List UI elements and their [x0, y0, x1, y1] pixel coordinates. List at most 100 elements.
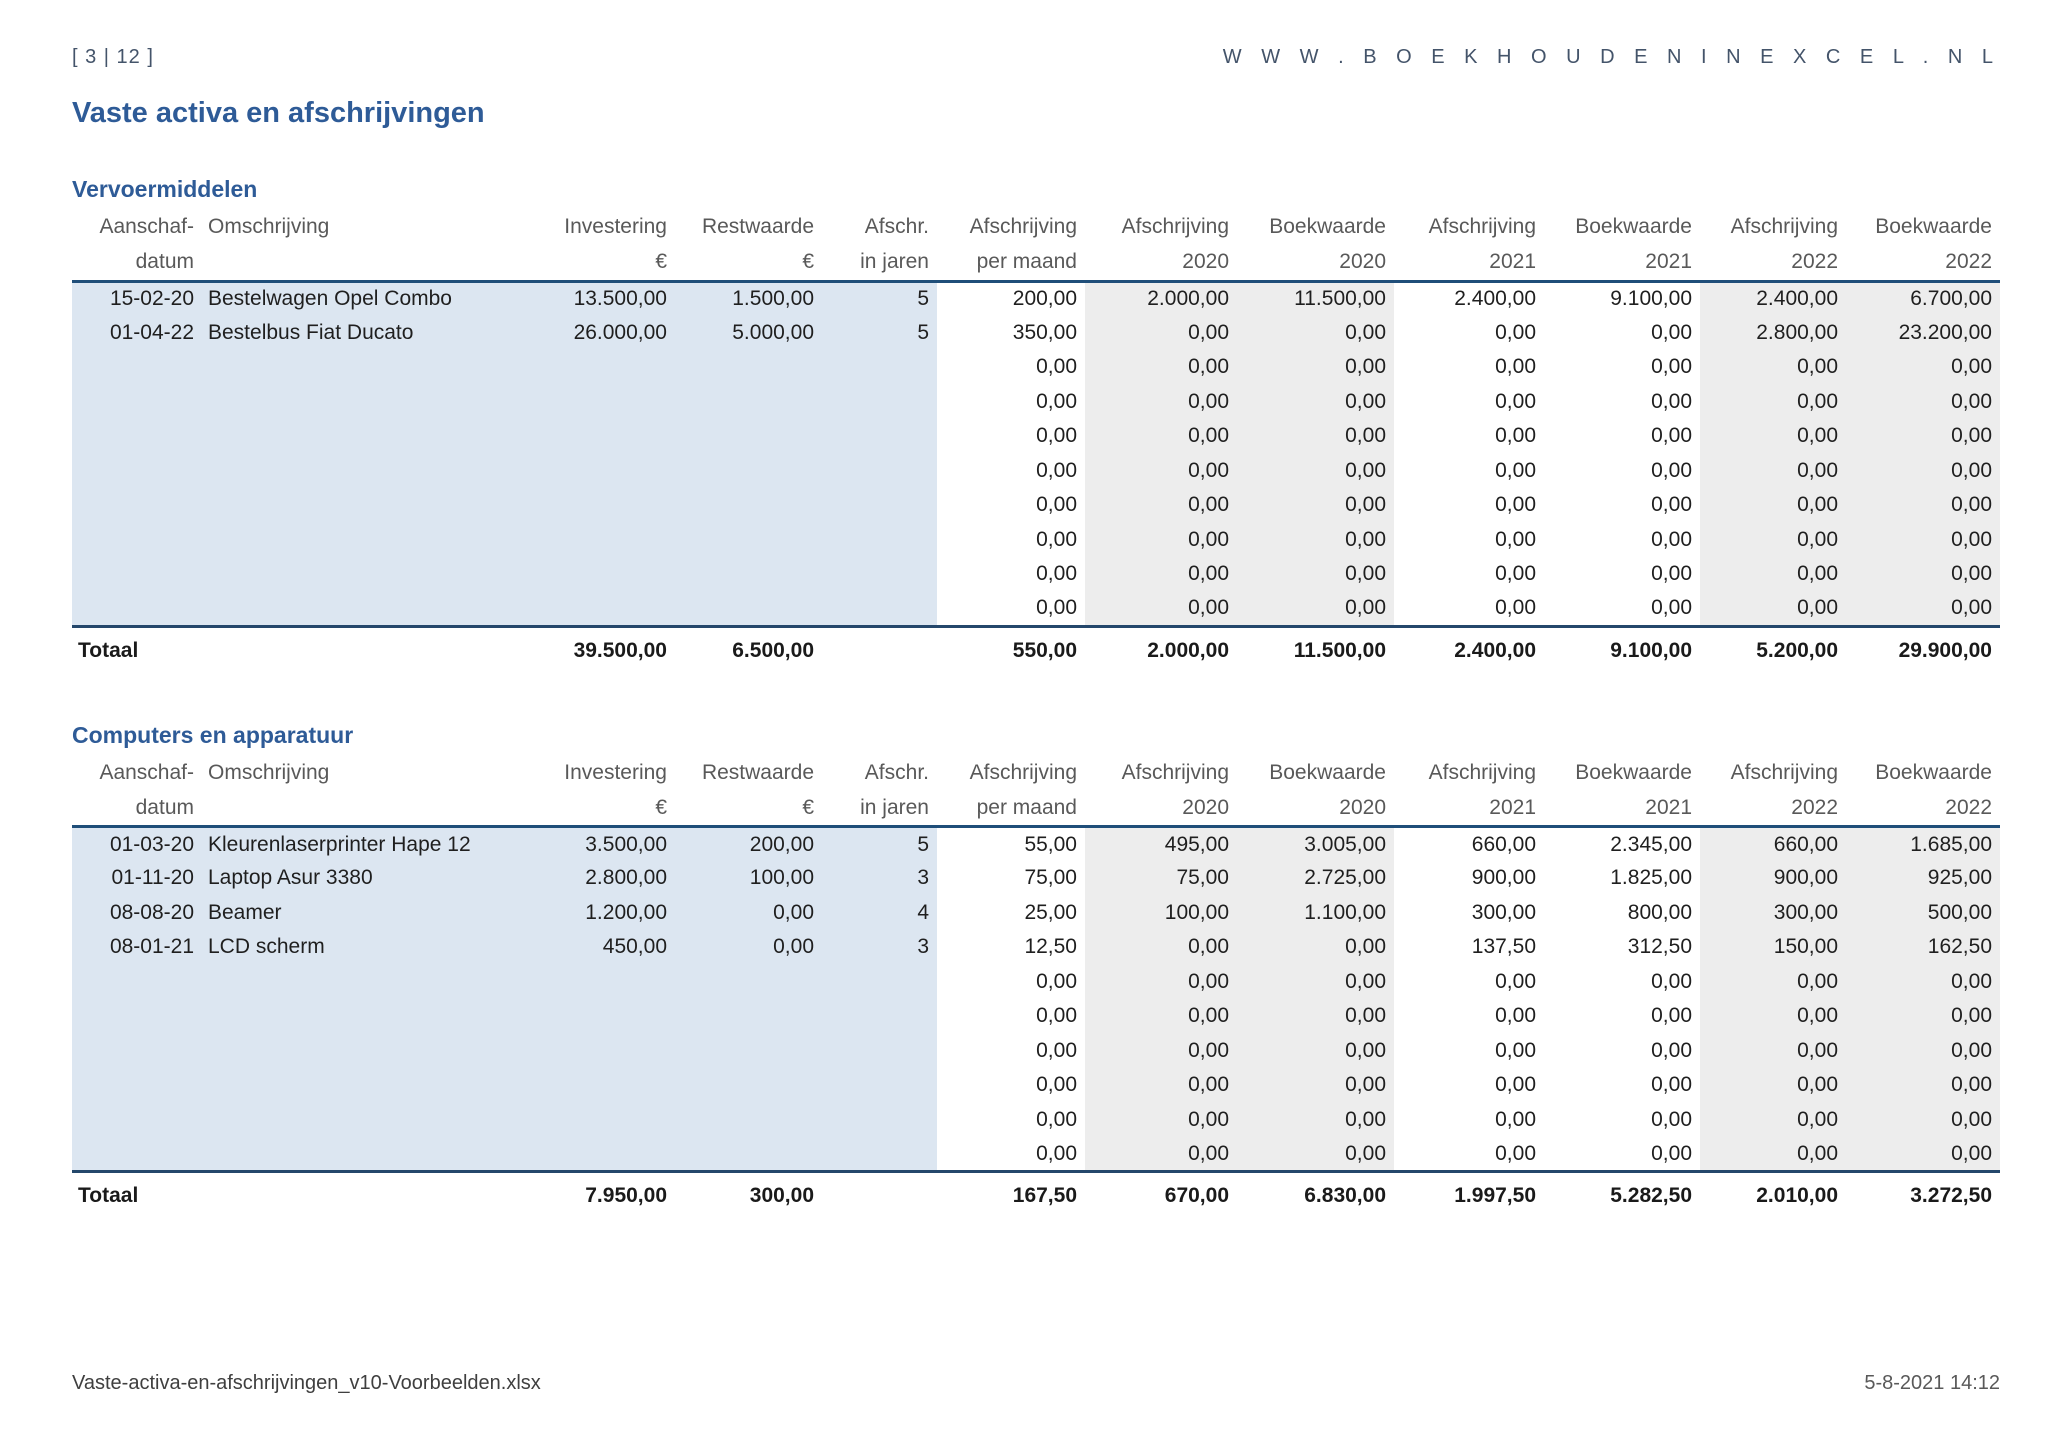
- cell: 0,00: [1700, 1033, 1846, 1068]
- cell: 01-03-20: [72, 826, 202, 861]
- cell: [675, 964, 822, 999]
- cell: 0,00: [1846, 1102, 2000, 1137]
- cell: [72, 557, 202, 592]
- cell: 0,00: [1846, 1068, 2000, 1103]
- cell: [675, 350, 822, 385]
- cell: 11.500,00: [1237, 281, 1394, 316]
- table-header: Aanschaf- Omschrijving Investering Restwaar…: [72, 755, 2000, 828]
- cell: 0,00: [1085, 350, 1237, 385]
- column-header: Afschr.: [864, 215, 929, 238]
- cell: 100,00: [1085, 895, 1237, 930]
- cell: 6.700,00: [1846, 281, 2000, 316]
- cell: 0,00: [1495, 527, 1536, 551]
- column-header: 2021: [1394, 790, 1544, 828]
- cell: 0,00: [1651, 527, 1692, 551]
- cell: 0,00: [1237, 419, 1394, 454]
- cell: 0,00: [1085, 384, 1237, 419]
- cell: 4: [822, 895, 937, 930]
- cell: 0,00: [1700, 1137, 1846, 1172]
- column-header: Boekwaarde: [1875, 215, 1992, 238]
- cell: [675, 557, 822, 592]
- asset-table: Aanschaf- Omschrijving Investering Restwaar…: [72, 209, 2000, 674]
- cell: 0,00: [1237, 591, 1394, 626]
- cell: 23.200,00: [1846, 315, 2000, 350]
- cell: 925,00: [1846, 861, 2000, 896]
- total-value: 29.900,00: [1846, 624, 2000, 674]
- cell: 0,00: [1651, 355, 1692, 379]
- cell: [822, 1068, 937, 1103]
- table-footer: Totaal 7.950,00 300,00 167,50 670,00 6.830,00…: [72, 1170, 2000, 1219]
- column-header: Omschrijving: [208, 760, 330, 784]
- cell: [822, 488, 937, 523]
- table-row: 01-11-20 Laptop Asur 3380 2.800,00 100,00 3 7…: [72, 861, 2000, 896]
- cell: [675, 419, 822, 454]
- cell: 300,00: [1700, 895, 1846, 930]
- cell: 0,00: [1036, 596, 1077, 619]
- table-row: 0,00 0,00 0,00 0,00 0,00 0,00 0,00: [72, 522, 2000, 557]
- cell: [202, 1102, 502, 1137]
- cell: [675, 453, 822, 488]
- header-row: Aanschaf- Omschrijving Investering Restwaar…: [72, 209, 2000, 245]
- cell: [202, 453, 502, 488]
- cell: 0,00: [1846, 419, 2000, 454]
- asset-table: Aanschaf- Omschrijving Investering Restwaar…: [72, 755, 2000, 1219]
- cell: [822, 557, 937, 592]
- cell: 0,00: [1846, 557, 2000, 592]
- total-value: 5.200,00: [1700, 624, 1846, 674]
- total-value: 2.400,00: [1394, 624, 1544, 674]
- total-value: 7.950,00: [502, 1170, 675, 1219]
- cell: 312,50: [1627, 935, 1692, 959]
- top-bar: [ 3 | 12 ] W W W . B O E K H O U D E N I…: [72, 0, 2000, 69]
- column-header: 2020: [1237, 245, 1394, 283]
- cell: 0,00: [1085, 1137, 1237, 1172]
- cell: [502, 1033, 675, 1068]
- cell: [502, 350, 675, 385]
- cell: 100,00: [675, 861, 822, 896]
- cell: [72, 488, 202, 523]
- cell: 2.800,00: [1700, 315, 1846, 350]
- cell: [202, 488, 502, 523]
- column-header: Afschrijving: [1121, 215, 1229, 238]
- cell: 1.500,00: [675, 281, 822, 316]
- section-title: Computers en apparatuur: [72, 721, 354, 748]
- total-value: 670,00: [1085, 1170, 1237, 1219]
- column-header: [202, 245, 502, 283]
- cell: 0,00: [1085, 557, 1237, 592]
- cell: 12,50: [1024, 935, 1077, 959]
- cell: 0,00: [1495, 424, 1536, 448]
- cell: 0,00: [1085, 419, 1237, 454]
- cell: 0,00: [1846, 453, 2000, 488]
- total-label: Totaal: [72, 1170, 502, 1219]
- cell: [502, 384, 675, 419]
- cell: [675, 384, 822, 419]
- cell: [72, 1068, 202, 1103]
- cell: 3.005,00: [1237, 826, 1394, 861]
- column-header: per maand: [937, 245, 1085, 283]
- cell: [72, 453, 202, 488]
- cell: [202, 419, 502, 454]
- cell: 0,00: [1036, 1004, 1077, 1028]
- column-header: 2021: [1544, 245, 1700, 283]
- column-header: Afschrijving: [1428, 760, 1536, 784]
- cell: 75,00: [1024, 866, 1077, 890]
- cell: 25,00: [1024, 900, 1077, 924]
- cell: [202, 557, 502, 592]
- cell: [502, 591, 675, 626]
- cell: [822, 999, 937, 1034]
- cell: [822, 453, 937, 488]
- cell: 0,00: [1085, 1102, 1237, 1137]
- column-header: Aanschaf-: [99, 760, 194, 784]
- cell: Bestelwagen Opel Combo: [202, 281, 502, 316]
- cell: 01-04-22: [72, 315, 202, 350]
- column-header: Investering: [564, 215, 667, 238]
- cell: 0,00: [1085, 591, 1237, 626]
- cell: 0,00: [1651, 1073, 1692, 1097]
- cell: 2.345,00: [1610, 832, 1692, 856]
- table-row: 0,00 0,00 0,00 0,00 0,00 0,00 0,00: [72, 1033, 2000, 1068]
- cell: 0,00: [1237, 1137, 1394, 1172]
- header-row: Aanschaf- Omschrijving Investering Restwaar…: [72, 755, 2000, 791]
- cell: 0,00: [1085, 1033, 1237, 1068]
- column-header: €: [675, 790, 822, 828]
- cell: 0,00: [1651, 1141, 1692, 1165]
- cell: Bestelbus Fiat Ducato: [202, 315, 502, 350]
